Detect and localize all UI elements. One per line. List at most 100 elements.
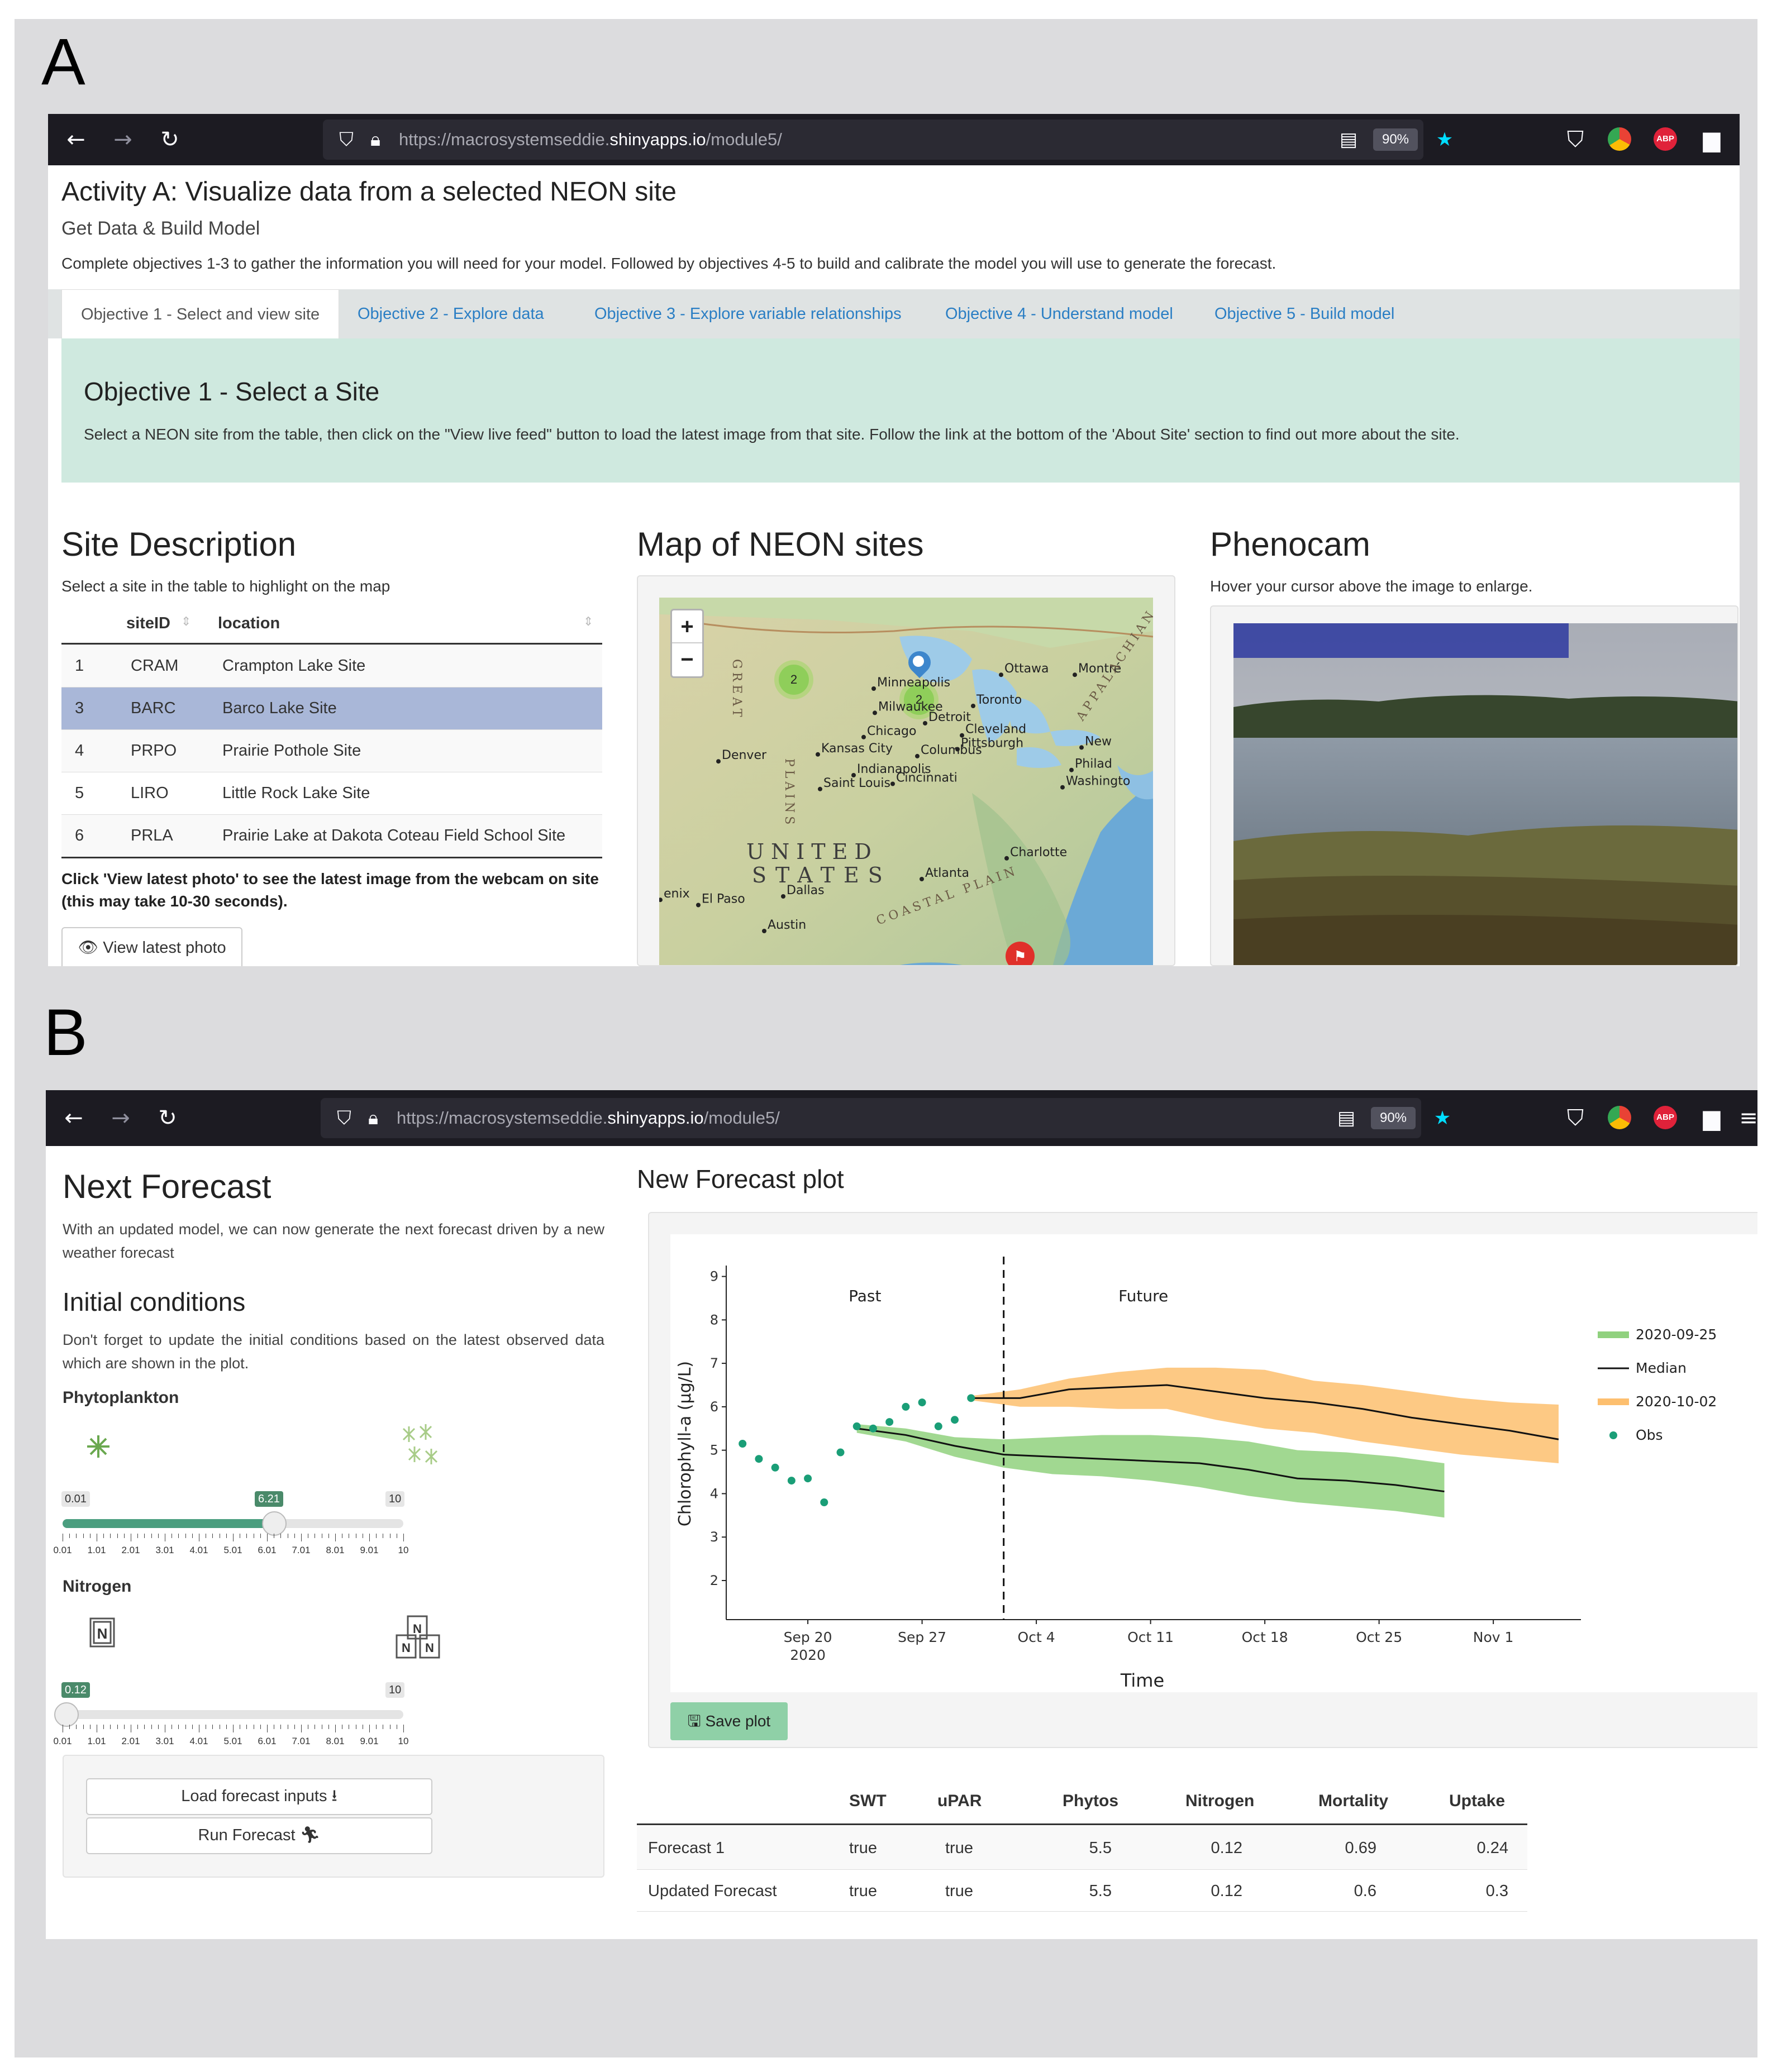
column-header-siteid[interactable]: siteID	[126, 614, 170, 632]
lock-icon[interactable]: 🔒︎	[368, 1107, 379, 1129]
table-row[interactable]: Updated Forecast true true 5.5 0.12 0.6 …	[637, 1869, 1527, 1912]
reload-icon[interactable]: ↻	[160, 127, 179, 152]
chrome-extension-icon[interactable]	[1608, 1106, 1631, 1129]
reader-view-icon[interactable]: ▤	[1337, 1107, 1356, 1129]
phytoplankton-slider-handle[interactable]	[261, 1511, 287, 1536]
adblock-icon[interactable]: ABP	[1654, 1106, 1677, 1129]
shield-icon[interactable]: ⛉	[337, 1107, 351, 1129]
download-icon: ⭳	[331, 1787, 337, 1805]
row-number: 6	[61, 814, 117, 857]
url-text[interactable]: https://macrosystemseddie.shinyapps.io/m…	[399, 130, 782, 149]
tab-objective-2[interactable]: Objective 2 - Explore data	[358, 305, 544, 323]
nitrogen-slider-ticks: 0.01 1.01 2.01 3.01 4.01 5.01 6.01 7.01 8.01 9.01…	[53, 1725, 408, 1758]
column-header-location[interactable]: location	[218, 614, 280, 632]
nitrogen-slider-handle[interactable]	[54, 1702, 79, 1727]
results-table: SWT uPAR Phytos Nitrogen Mortality Uptak…	[637, 1778, 1527, 1925]
sort-icon[interactable]: ⇕	[583, 614, 594, 628]
obs-point	[902, 1402, 910, 1411]
tab-objective-5[interactable]: Objective 5 - Build model	[1214, 305, 1395, 323]
table-row[interactable]: 4 PRPO Prairie Pothole Site	[61, 729, 602, 772]
leaflet-map[interactable]: + − 2 2 ⚑ Ottawa Montré Minneapolis Toronto…	[659, 598, 1153, 965]
many-algae-icon	[402, 1424, 438, 1464]
x-tick-label: Oct 25	[1356, 1629, 1402, 1645]
column-header[interactable]: Nitrogen	[1185, 1792, 1255, 1810]
obs-point	[820, 1498, 828, 1506]
phenocam-image[interactable]	[1233, 623, 1737, 965]
cell: true	[849, 1839, 877, 1857]
back-icon[interactable]: ←	[64, 1105, 83, 1131]
tab-objective-1[interactable]: Objective 1 - Select and view site	[61, 289, 340, 338]
column-header[interactable]: Uptake	[1449, 1792, 1506, 1810]
x-axis-label: Time	[1120, 1670, 1164, 1691]
tab-objective-3[interactable]: Objective 3 - Explore variable relations…	[594, 305, 902, 323]
map-pin-center	[913, 656, 924, 667]
panel-label-b: B	[44, 996, 88, 1070]
run-forecast-button[interactable]: Run Forecast 🏃︎	[86, 1817, 432, 1854]
slider-tick	[294, 1534, 295, 1538]
nitrogen-slider-track[interactable]	[54, 1702, 403, 1727]
slider-tick	[280, 1534, 282, 1538]
zoom-level-badge[interactable]: 90%	[1373, 128, 1418, 151]
sort-icon[interactable]: ⇕	[181, 614, 192, 628]
shield-icon[interactable]: ⛉	[339, 128, 354, 151]
reload-icon[interactable]: ↻	[158, 1105, 177, 1131]
slider-tick	[103, 1534, 104, 1538]
y-tick-label: 8	[710, 1312, 718, 1328]
zoom-out-button[interactable]: −	[680, 647, 694, 672]
nitrogen-value-tag: 0.12	[61, 1682, 90, 1698]
slider-tick	[137, 1534, 139, 1538]
table-row-selected[interactable]: 3 BARC Barco Lake Site	[61, 687, 602, 730]
lock-icon[interactable]: 🔒︎	[370, 128, 381, 151]
forward-icon[interactable]: →	[113, 127, 132, 152]
slider-tick	[280, 1725, 282, 1729]
menu-icon[interactable]: ≡	[1739, 1105, 1757, 1131]
load-forecast-inputs-button[interactable]: Load forecast inputs ⭳	[86, 1778, 432, 1815]
slider-tick	[246, 1534, 247, 1538]
forecast-plot: 2 3 4 5 6 7 8 9 Sep 20 2020 Sep 27 Oct 4 Oct 11 Oct 1…	[670, 1234, 1757, 1692]
bookmark-star-icon[interactable]: ★	[1433, 1107, 1451, 1129]
obs-point	[934, 1422, 942, 1430]
y-tick-label: 5	[710, 1443, 718, 1458]
page-icon[interactable]: ▆	[1703, 1105, 1721, 1131]
url-bar[interactable]: ⛉ 🔒︎ https://macrosystemseddie.shinyapps…	[321, 1098, 1451, 1138]
zoom-level-badge[interactable]: 90%	[1371, 1107, 1416, 1129]
annotation-future: Future	[1118, 1287, 1168, 1305]
column-header[interactable]: Mortality	[1318, 1792, 1389, 1810]
marker-cluster[interactable]: 2	[779, 665, 809, 695]
flag-marker-icon[interactable]: ⚑	[1006, 942, 1035, 965]
back-icon[interactable]: ←	[66, 127, 85, 152]
pocket-icon[interactable]: ⛉	[1567, 1105, 1584, 1131]
marker-cluster[interactable]: 2	[904, 685, 934, 715]
table-row[interactable]: Forecast 1 true true 5.5 0.12 0.69 0.24	[637, 1827, 1527, 1869]
reader-view-icon[interactable]: ▤	[1339, 128, 1358, 151]
phenocam-photo	[1233, 623, 1737, 965]
pocket-icon[interactable]: ⛉	[1567, 127, 1584, 152]
tab-objective-4[interactable]: Objective 4 - Understand model	[945, 305, 1173, 323]
url-bar[interactable]: ⛉ 🔒︎ https://macrosystemseddie.shinyapps…	[323, 120, 1453, 160]
adblock-icon[interactable]: ABP	[1654, 127, 1677, 151]
bookmark-star-icon[interactable]: ★	[1436, 128, 1454, 151]
column-header[interactable]: SWT	[849, 1792, 887, 1810]
chrome-extension-icon[interactable]	[1608, 127, 1631, 151]
slider-tick	[335, 1725, 336, 1732]
slider-tick	[369, 1534, 370, 1541]
slider-tick	[83, 1725, 84, 1729]
phytoplankton-slider-track[interactable]	[63, 1511, 403, 1536]
view-latest-photo-button[interactable]: 👁︎ View latest photo	[61, 927, 242, 966]
median-line	[971, 1384, 1559, 1440]
url-text[interactable]: https://macrosystemseddie.shinyapps.io/m…	[397, 1108, 780, 1128]
table-row[interactable]: 5 LIRO Little Rock Lake Site	[61, 772, 602, 815]
svg-text:N: N	[413, 1622, 422, 1636]
save-plot-button[interactable]: 🖫︎ Save plot	[670, 1702, 788, 1740]
column-header[interactable]: uPAR	[937, 1792, 982, 1810]
column-header[interactable]: Phytos	[1063, 1792, 1119, 1810]
page-icon[interactable]: ▆	[1703, 127, 1721, 152]
forward-icon[interactable]: →	[111, 1105, 130, 1131]
zoom-in-button[interactable]: +	[672, 610, 702, 643]
run-forecast-label: Run Forecast	[198, 1826, 296, 1844]
table-row[interactable]: 1 CRAM Crampton Lake Site	[61, 644, 602, 688]
slider-tick	[178, 1534, 179, 1538]
table-row[interactable]: 6 PRLA Prairie Lake at Dakota Coteau Field…	[61, 814, 602, 857]
slider-tick	[185, 1725, 186, 1729]
location-cell: Prairie Lake at Dakota Coteau Field Scho…	[209, 814, 602, 857]
